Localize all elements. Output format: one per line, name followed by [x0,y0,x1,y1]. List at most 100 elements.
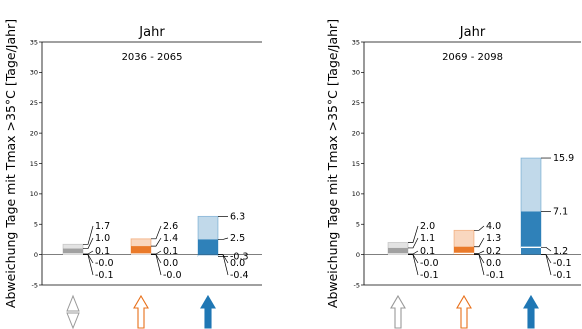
label-leader-line [408,250,419,255]
chart-panel-2: Abweichung Tage mit Tmax >35°C [Tage/Jah… [325,19,581,329]
value-label-low: 0.1 [163,246,178,257]
value-label-low: 0.1 [420,246,435,257]
scenario-arrow-icon [390,294,406,329]
y-tick-label: -5 [354,281,360,289]
arrow-up-icon [523,294,539,329]
label-leader-line [541,254,552,276]
arrow-up-icon [200,294,216,329]
label-leader-line [408,254,419,276]
label-leader-line [474,237,485,248]
label-leader-line [151,250,162,255]
arrow-up-icon [133,294,149,329]
y-tick-label: 20 [352,129,360,137]
value-label-mid: 1.4 [163,233,178,244]
bar-median [388,247,408,255]
y-tick-label: 0 [34,251,38,259]
y-tick-label: 25 [352,99,360,107]
y-tick-label: -5 [32,281,38,289]
value-label-low: 1.2 [553,246,568,257]
value-label-below2: -0.1 [95,270,114,281]
y-tick-label: 30 [30,69,38,77]
value-label-mid: 1.3 [486,233,501,244]
scenario-group: 2.61.4 0.10.0-0.0 [130,221,182,329]
value-label-below1: 0.0 [163,258,178,269]
label-leader-line [151,237,162,247]
y-tick-label: 35 [352,38,360,46]
value-label-mid: 1.0 [95,233,110,244]
value-label-below1: -0.0 [95,258,114,269]
value-label-below2: -0.4 [230,270,249,281]
bar-median [521,211,541,255]
scenario-group: 6.3 2.5 -0.30.0-0.4 [197,211,249,329]
y-tick-label: 5 [356,221,360,229]
label-leader-line [408,225,419,243]
value-label-top: 6.3 [230,211,245,222]
y-tick-label: 10 [352,190,360,198]
label-leader-line [83,237,94,249]
value-label-top: 2.6 [163,221,178,232]
value-label-low: 0.2 [486,246,501,257]
y-tick-label: 20 [30,129,38,137]
label-leader-line [474,225,485,231]
y-axis-label: Abweichung Tage mit Tmax >35°C [Tage/Jah… [3,19,18,308]
value-label-top: 1.7 [95,221,110,232]
scenario-arrow-icon [133,294,149,329]
value-label-low: -0.3 [230,251,249,262]
label-leader-line [83,225,94,245]
value-label-below2: -0.1 [553,270,572,281]
arrow-up-icon [456,294,472,329]
chart-title: Jahr [459,25,486,40]
label-leader-line [218,254,229,276]
value-label-top: 2.0 [420,221,435,232]
bar-median [131,246,151,255]
period-label: 2069 - 2098 [442,52,503,63]
y-tick-label: 35 [30,38,38,46]
label-leader-line [151,225,162,240]
y-tick-label: 15 [352,160,360,168]
y-tick-label: 30 [352,69,360,77]
y-tick-label: 15 [30,160,38,168]
value-label-below1: 0.0 [230,258,245,269]
scenario-group: 15.97.11.2-0.1-0.1 [520,153,574,329]
value-label-below1: -0.1 [553,258,572,269]
value-label-below2: -0.0 [163,270,182,281]
chart-title: Jahr [138,25,165,40]
value-label-below1: 0.0 [486,258,501,269]
y-tick-label: 10 [30,190,38,198]
period-label: 2036 - 2065 [122,52,183,63]
bar-median [198,239,218,255]
label-leader-line [83,250,94,255]
label-leader-line [408,237,419,249]
label-leader-line [474,250,485,254]
y-tick-label: 25 [30,99,38,107]
scenario-group: 2.01.1 0.1-0.0-0.1 [387,221,439,329]
label-leader-line [218,237,229,240]
value-label-mid: 1.1 [420,233,435,244]
scenario-arrow-icon [523,294,539,329]
value-label-mid: 7.1 [553,206,568,217]
value-label-mid: 2.5 [230,233,245,244]
label-leader-line [474,254,485,276]
label-leader-line [151,254,162,276]
label-leader-line [83,254,94,276]
scenario-arrow-icon [200,294,216,329]
scenario-arrow-icon [456,294,472,329]
value-label-below2: -0.1 [486,270,505,281]
scenario-arrow-icon [66,294,80,329]
value-label-top: 15.9 [553,153,574,164]
value-label-top: 4.0 [486,221,501,232]
bar-median [63,248,83,255]
label-leader-line [541,246,552,252]
y-tick-label: 5 [34,221,38,229]
chart-panel-1: Abweichung Tage mit Tmax >35°C [Tage/Jah… [3,19,262,329]
scenario-group: 4.01.3 0.20.0-0.1 [453,221,505,329]
y-tick-label: 0 [356,251,360,259]
arrow-up-icon [390,294,406,329]
bar-median [454,246,474,255]
scenario-group: 1.71.0 0.1-0.0-0.1 [62,221,114,329]
value-label-below1: -0.0 [420,258,439,269]
triangle-down-icon [66,312,80,329]
value-label-below2: -0.1 [420,270,439,281]
triangle-up-icon [66,294,80,312]
